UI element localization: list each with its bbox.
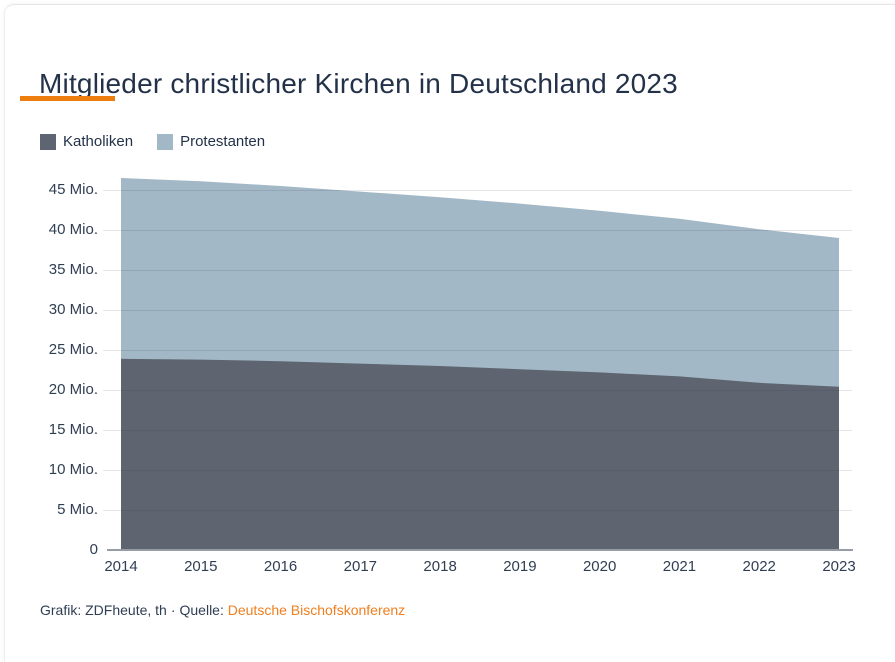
title-accent-bar bbox=[20, 96, 115, 101]
katholiken-swatch-icon bbox=[40, 133, 56, 150]
legend: Katholiken Protestanten bbox=[40, 133, 265, 150]
x-axis-line bbox=[107, 549, 853, 551]
credit-text: Grafik: ZDFheute, th bbox=[40, 602, 167, 618]
footer-separator: · bbox=[170, 602, 176, 618]
legend-item-katholiken: Katholiken bbox=[40, 133, 133, 150]
page-title: Mitglieder christlicher Kirchen in Deuts… bbox=[39, 67, 678, 99]
protestanten-swatch-icon bbox=[157, 133, 174, 150]
legend-label-protestanten: Protestanten bbox=[180, 133, 266, 150]
source-label: Quelle: bbox=[179, 602, 224, 618]
chart-footer: Grafik: ZDFheute, th · Quelle: Deutsche Bi… bbox=[40, 602, 405, 618]
area-katholiken bbox=[121, 358, 839, 550]
legend-label-katholiken: Katholiken bbox=[63, 133, 134, 150]
source-link[interactable]: Deutsche Bischofskonferenz bbox=[227, 602, 406, 618]
legend-item-protestanten: Protestanten bbox=[157, 133, 265, 150]
